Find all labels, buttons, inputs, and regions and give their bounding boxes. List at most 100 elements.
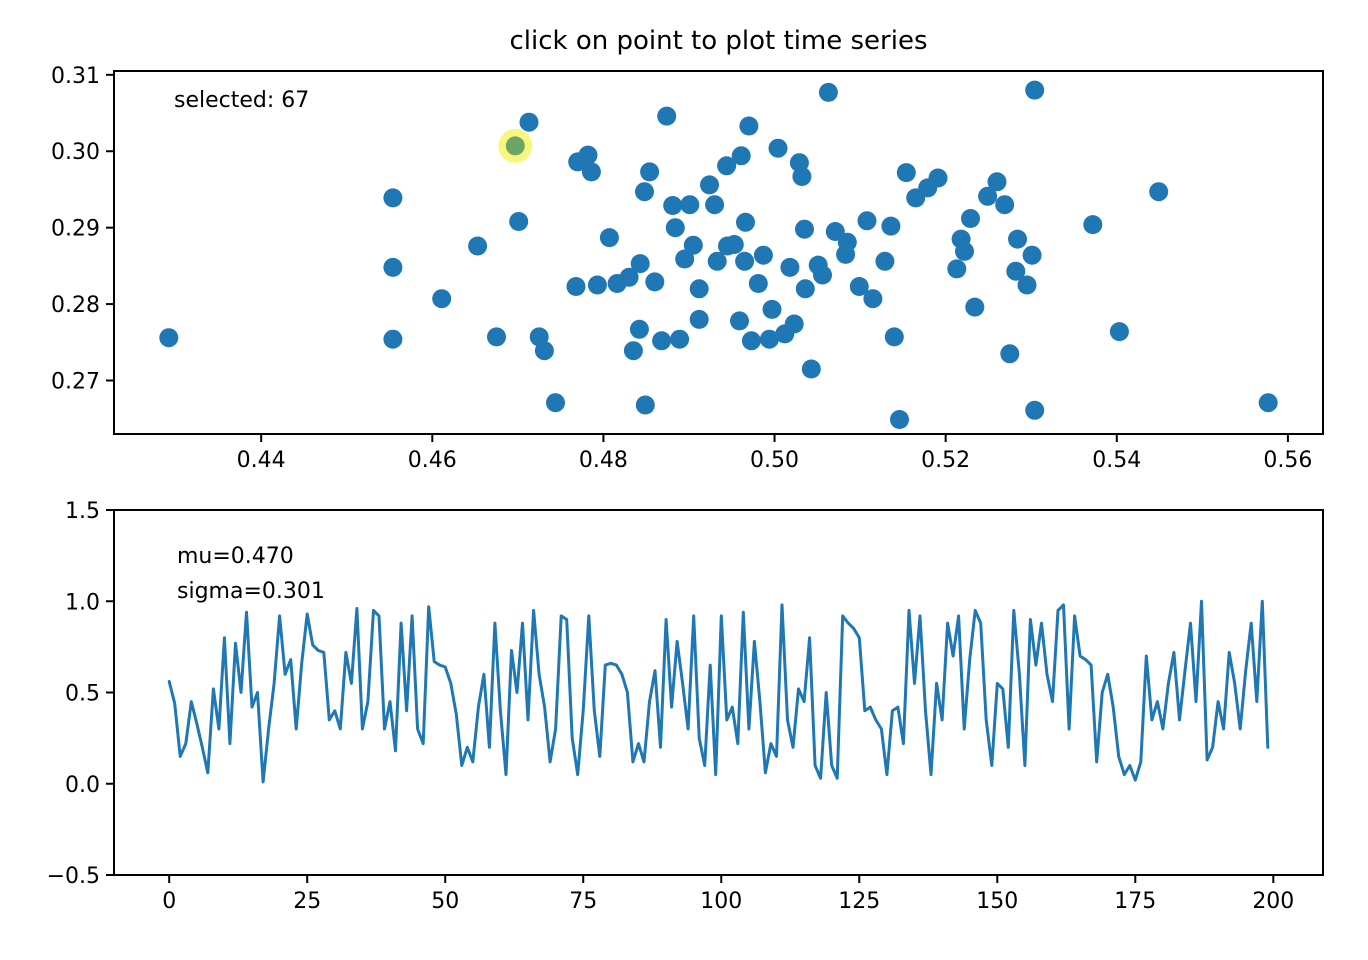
scatter-point[interactable] [837,232,857,252]
scatter-point[interactable] [630,254,650,274]
scatter-point[interactable] [640,162,660,182]
x-tick-label: 150 [976,889,1018,914]
scatter-point[interactable] [736,212,755,232]
scatter-point[interactable] [818,82,838,102]
timeseries-plot: 0 25 50 75 100 125 150 175 200 −0.5 0.0 0.5 1.0 1.5 [47,499,1324,914]
scatter-point[interactable] [432,289,452,309]
scatter-point[interactable] [383,329,403,349]
scatter-point[interactable] [961,209,980,228]
scatter-point[interactable] [635,182,654,202]
scatter-point[interactable] [849,277,869,296]
scatter-point[interactable] [689,279,709,299]
scatter-point[interactable] [896,163,916,183]
scatter-point[interactable] [731,146,751,166]
scatter-point[interactable] [700,175,719,195]
scatter-point[interactable] [947,259,967,279]
scatter-point[interactable] [759,329,779,349]
scatter-point[interactable] [645,272,665,292]
x-tick-label: 25 [293,889,321,914]
scatter-point[interactable] [739,116,759,136]
scatter-point[interactable] [724,235,744,254]
scatter-point[interactable] [748,274,768,293]
scatter-point[interactable] [509,212,529,231]
x-tick-label: 0.48 [579,448,628,473]
scatter-point[interactable] [578,145,598,165]
scatter-point[interactable] [717,156,737,176]
y-tick-label: 0.28 [51,293,100,318]
scatter-point[interactable] [705,195,725,215]
scatter-point[interactable] [863,289,883,309]
scatter-point[interactable] [566,277,586,296]
scatter-point[interactable] [780,257,800,277]
scatter-point[interactable] [683,235,703,255]
scatter-point[interactable] [1006,261,1026,281]
scatter-point[interactable] [928,168,948,188]
scatter-point[interactable] [795,279,815,299]
scatter-point[interactable] [619,267,639,287]
scatter-point[interactable] [987,172,1007,192]
scatter-point[interactable] [875,251,895,271]
scatter-point[interactable] [1258,393,1278,413]
scatter-point[interactable] [857,211,877,231]
scatter-point[interactable] [487,327,506,347]
scatter-point[interactable] [735,251,755,271]
scatter-point[interactable] [1083,215,1103,235]
scatter-point[interactable] [741,331,761,351]
y-tick-label: 1.0 [65,590,100,615]
scatter-point[interactable] [652,331,672,351]
scatter-point[interactable] [587,275,607,295]
scatter-point[interactable] [813,265,832,285]
scatter-point[interactable] [663,196,683,215]
scatter-point[interactable] [657,106,677,126]
x-tick-label: 0 [162,889,176,914]
scatter-point[interactable] [665,218,685,238]
scatter-point[interactable] [1149,182,1169,202]
scatter-point[interactable] [1025,400,1045,420]
scatter-point[interactable] [1022,245,1042,265]
scatter-point[interactable] [730,311,749,331]
scatter-point[interactable] [881,216,901,236]
scatter-point[interactable] [955,241,974,261]
x-tick-label: 0.56 [1263,448,1312,473]
scatter-point[interactable] [792,167,812,186]
scatter-point[interactable] [629,319,649,339]
scatter-point[interactable] [599,228,619,248]
mu-annotation: mu=0.470 [177,544,294,569]
scatter-point[interactable] [689,309,709,329]
scatter-point[interactable] [1025,80,1045,100]
scatter-point[interactable] [635,395,655,415]
scatter-point[interactable] [995,195,1015,215]
scatter-point[interactable] [468,236,488,256]
scatter-point[interactable] [383,188,403,208]
scatter-point[interactable] [762,299,782,319]
scatter-point[interactable] [534,341,554,361]
scatter-point[interactable] [1008,229,1027,249]
scatter-point[interactable] [784,314,804,334]
x-tick-label: 0.44 [237,448,286,473]
scatter-point[interactable] [680,195,700,215]
scatter-point[interactable] [890,410,909,429]
plot-title: click on point to plot time series [509,26,928,56]
scatter-point[interactable] [546,393,565,413]
scatter-point[interactable] [675,249,695,269]
scatter-point[interactable] [965,297,985,317]
scatter-point[interactable] [753,245,773,265]
selected-point[interactable] [505,136,525,156]
scatter-point[interactable] [581,162,601,182]
scatter-point[interactable] [795,219,814,239]
scatter-point[interactable] [801,359,821,379]
scatter-point[interactable] [1000,344,1020,364]
x-tick-label: 175 [1114,889,1156,914]
scatter-point[interactable] [1017,275,1037,295]
scatter-point[interactable] [978,186,998,206]
scatter-point[interactable] [707,251,727,271]
scatter-point[interactable] [159,328,179,348]
scatter-point[interactable] [519,112,539,132]
scatter-point[interactable] [623,341,643,361]
scatter-point[interactable] [670,329,690,349]
scatter-point[interactable] [884,327,904,347]
scatter-point[interactable] [1109,322,1129,342]
scatter-point[interactable] [383,257,403,277]
scatter-point[interactable] [768,138,788,158]
